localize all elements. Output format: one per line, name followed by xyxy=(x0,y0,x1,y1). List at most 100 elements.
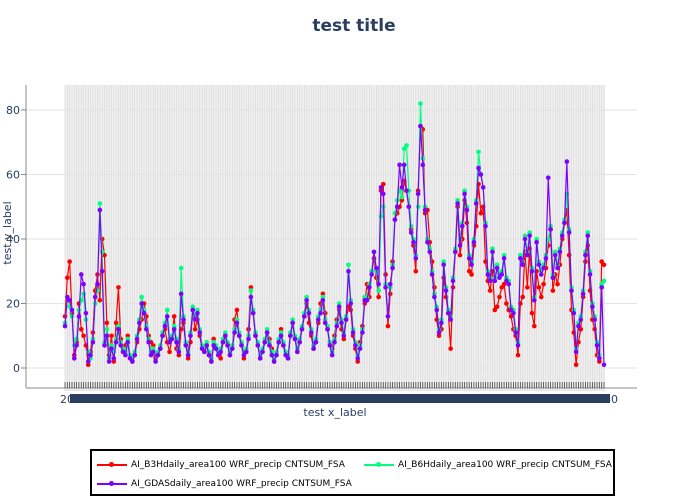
data-point xyxy=(290,320,295,326)
data-point xyxy=(529,310,535,316)
data-point xyxy=(555,281,560,287)
legend-swatch-b3h xyxy=(97,460,127,470)
data-point xyxy=(176,349,182,355)
data-point xyxy=(355,356,361,361)
data-point xyxy=(229,346,235,351)
data-point xyxy=(85,359,91,364)
data-point xyxy=(223,330,228,335)
data-point xyxy=(71,356,77,361)
data-point xyxy=(592,317,598,322)
data-point xyxy=(511,310,516,316)
data-point xyxy=(469,272,474,277)
data-point xyxy=(336,304,342,310)
y-tick-label: 60 xyxy=(6,169,20,182)
data-point xyxy=(311,346,316,351)
data-point xyxy=(288,333,293,339)
data-point xyxy=(601,362,607,368)
data-point xyxy=(276,339,282,345)
data-point xyxy=(360,330,365,335)
data-point xyxy=(599,259,604,264)
data-point xyxy=(490,246,495,251)
data-point xyxy=(399,194,405,200)
data-point xyxy=(213,346,219,351)
data-point xyxy=(248,288,254,293)
x-ticks xyxy=(64,382,610,403)
data-point xyxy=(355,359,361,364)
data-point xyxy=(383,285,388,290)
data-point xyxy=(462,188,467,193)
data-point xyxy=(385,314,391,319)
data-point xyxy=(485,272,491,277)
data-point xyxy=(199,346,205,351)
data-point xyxy=(508,314,514,319)
y-tick-label: 80 xyxy=(6,104,20,117)
data-point xyxy=(399,185,405,190)
data-point xyxy=(455,201,460,206)
data-point xyxy=(353,343,358,348)
data-point xyxy=(401,146,407,151)
data-point xyxy=(116,285,121,290)
chart-title: test title xyxy=(312,16,395,36)
data-point xyxy=(443,288,449,293)
data-point xyxy=(343,317,349,322)
data-point xyxy=(274,352,279,358)
data-point xyxy=(304,294,309,300)
data-point xyxy=(190,304,196,310)
data-point xyxy=(590,304,595,310)
data-point xyxy=(113,320,119,326)
data-point xyxy=(380,181,386,187)
x-axis-title: test x_label xyxy=(303,406,366,419)
data-point xyxy=(150,346,156,351)
data-point xyxy=(346,268,351,274)
data-point xyxy=(204,343,210,348)
data-point xyxy=(429,272,435,277)
data-point xyxy=(197,330,203,335)
data-point xyxy=(532,297,537,303)
data-point xyxy=(97,201,103,206)
data-point xyxy=(487,288,493,293)
data-point xyxy=(599,285,604,290)
data-point xyxy=(225,343,230,348)
legend-item-b6h: AI_B6Hdaily_area100 WRF_precip CNTSUM_FS… xyxy=(364,460,612,470)
series-2 xyxy=(62,123,607,368)
data-point xyxy=(113,339,119,345)
data-point xyxy=(548,227,553,232)
data-point xyxy=(97,297,103,303)
data-point xyxy=(418,123,423,129)
data-point xyxy=(601,278,607,284)
data-point xyxy=(536,262,542,268)
data-point xyxy=(67,297,72,303)
data-point xyxy=(260,349,265,355)
data-point xyxy=(190,307,196,313)
data-point xyxy=(432,294,437,300)
data-point xyxy=(527,233,532,239)
data-point xyxy=(267,343,272,348)
data-point xyxy=(83,310,89,316)
data-point xyxy=(573,349,579,355)
data-point xyxy=(552,249,558,255)
data-point xyxy=(367,285,372,290)
data-point xyxy=(385,323,391,329)
data-point xyxy=(478,172,484,177)
data-point xyxy=(299,327,305,332)
data-point xyxy=(150,343,156,348)
data-point xyxy=(106,359,112,364)
data-point xyxy=(392,217,398,222)
data-point xyxy=(76,314,82,319)
data-point xyxy=(209,359,214,364)
data-point xyxy=(532,323,537,329)
data-point xyxy=(137,320,142,326)
data-point xyxy=(62,323,68,329)
data-point xyxy=(478,210,484,216)
data-point xyxy=(585,230,591,235)
data-point xyxy=(290,317,295,322)
data-point xyxy=(534,236,539,242)
data-point xyxy=(394,204,400,210)
data-point xyxy=(78,327,84,332)
data-point xyxy=(153,359,158,364)
data-point xyxy=(390,265,395,271)
data-point xyxy=(569,288,574,293)
data-point xyxy=(104,320,110,326)
data-point xyxy=(227,352,233,358)
data-point xyxy=(185,356,191,361)
